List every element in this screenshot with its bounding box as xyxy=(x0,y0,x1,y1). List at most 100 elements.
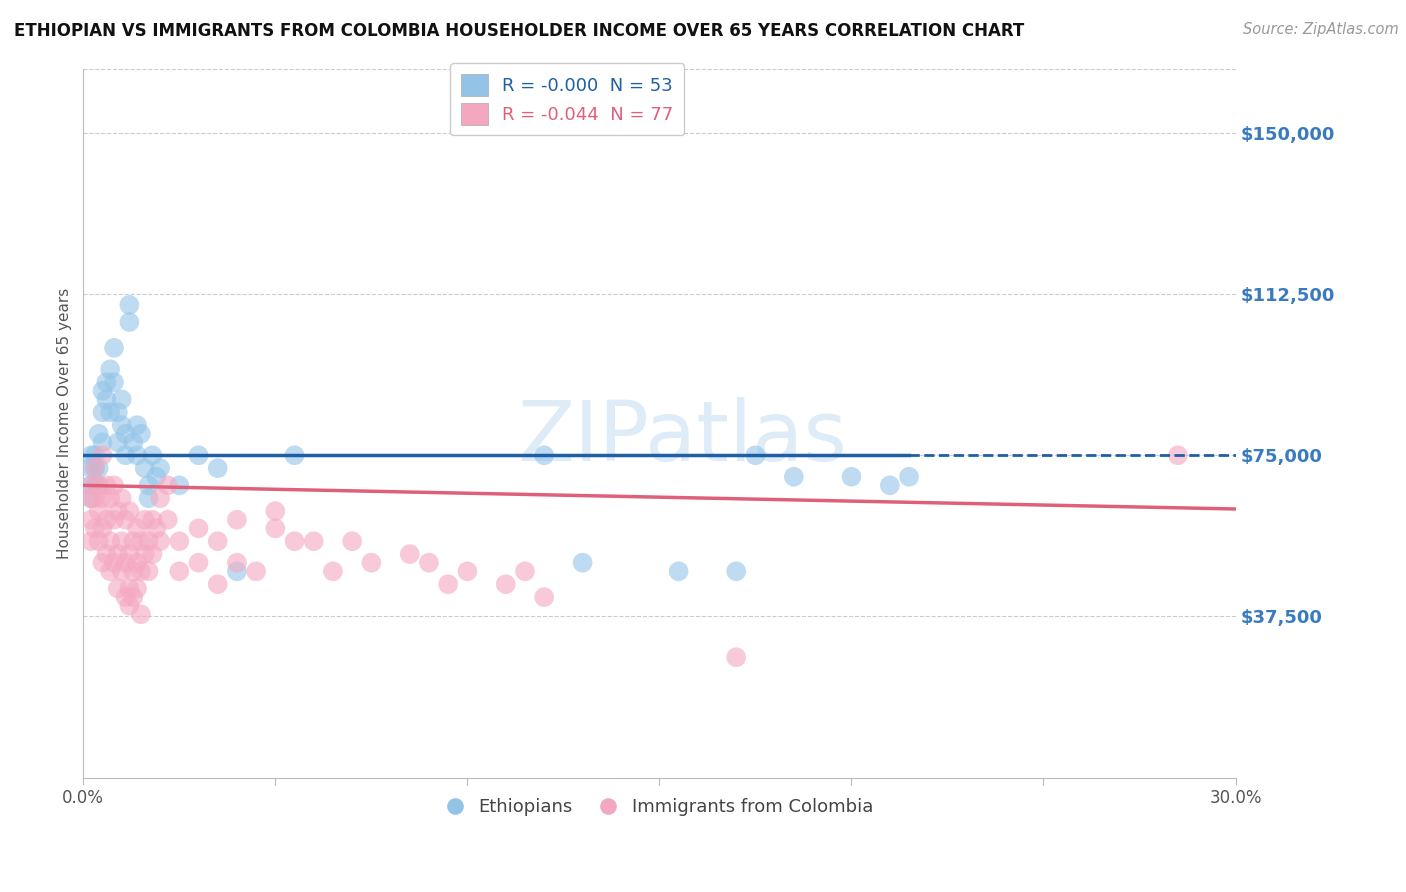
Point xyxy=(103,513,125,527)
Point xyxy=(283,534,305,549)
Point xyxy=(134,513,156,527)
Point xyxy=(125,418,148,433)
Point xyxy=(80,478,103,492)
Point xyxy=(125,582,148,596)
Point xyxy=(91,435,114,450)
Point xyxy=(111,564,134,578)
Point xyxy=(80,478,103,492)
Legend: Ethiopians, Immigrants from Colombia: Ethiopians, Immigrants from Colombia xyxy=(436,789,883,825)
Point xyxy=(129,534,152,549)
Point xyxy=(141,448,163,462)
Point xyxy=(149,534,172,549)
Point xyxy=(169,478,191,492)
Point xyxy=(83,448,105,462)
Point xyxy=(129,564,152,578)
Point xyxy=(87,478,110,492)
Point xyxy=(107,582,129,596)
Point xyxy=(91,384,114,398)
Point xyxy=(187,521,209,535)
Point xyxy=(141,547,163,561)
Point xyxy=(283,448,305,462)
Point xyxy=(533,590,555,604)
Point xyxy=(495,577,517,591)
Point xyxy=(187,448,209,462)
Point xyxy=(145,469,167,483)
Point xyxy=(138,564,160,578)
Point xyxy=(1167,448,1189,462)
Point xyxy=(149,491,172,506)
Point xyxy=(134,547,156,561)
Point xyxy=(114,513,136,527)
Point xyxy=(138,478,160,492)
Point xyxy=(103,375,125,389)
Point xyxy=(129,426,152,441)
Point xyxy=(207,461,229,475)
Point xyxy=(87,534,110,549)
Point xyxy=(125,521,148,535)
Point xyxy=(118,599,141,613)
Point xyxy=(118,547,141,561)
Point xyxy=(841,469,863,483)
Point xyxy=(107,435,129,450)
Point xyxy=(114,590,136,604)
Point xyxy=(122,564,145,578)
Point xyxy=(96,392,118,407)
Point xyxy=(226,513,249,527)
Point xyxy=(340,534,363,549)
Point xyxy=(156,513,179,527)
Point xyxy=(111,534,134,549)
Point xyxy=(122,534,145,549)
Point xyxy=(98,564,121,578)
Point xyxy=(111,418,134,433)
Point xyxy=(725,650,748,665)
Point xyxy=(83,521,105,535)
Point xyxy=(80,461,103,475)
Point xyxy=(898,469,921,483)
Point xyxy=(156,478,179,492)
Point xyxy=(783,469,806,483)
Point xyxy=(83,478,105,492)
Point xyxy=(668,564,690,578)
Point xyxy=(96,478,118,492)
Point xyxy=(83,461,105,475)
Point xyxy=(125,448,148,462)
Text: Source: ZipAtlas.com: Source: ZipAtlas.com xyxy=(1243,22,1399,37)
Point xyxy=(226,556,249,570)
Point xyxy=(138,491,160,506)
Point xyxy=(87,461,110,475)
Text: ZIPatlas: ZIPatlas xyxy=(517,397,848,478)
Point xyxy=(87,478,110,492)
Point xyxy=(98,362,121,376)
Point xyxy=(80,491,103,506)
Point xyxy=(879,478,901,492)
Point xyxy=(111,392,134,407)
Point xyxy=(111,491,134,506)
Point xyxy=(103,341,125,355)
Point xyxy=(226,564,249,578)
Point xyxy=(87,426,110,441)
Point xyxy=(103,478,125,492)
Point xyxy=(264,504,287,518)
Point xyxy=(134,461,156,475)
Point xyxy=(245,564,267,578)
Point xyxy=(360,556,382,570)
Point xyxy=(91,556,114,570)
Point xyxy=(302,534,325,549)
Point xyxy=(114,556,136,570)
Point xyxy=(98,491,121,506)
Point xyxy=(98,405,121,419)
Point xyxy=(418,556,440,570)
Text: ETHIOPIAN VS IMMIGRANTS FROM COLOMBIA HOUSEHOLDER INCOME OVER 65 YEARS CORRELATI: ETHIOPIAN VS IMMIGRANTS FROM COLOMBIA HO… xyxy=(14,22,1025,40)
Point xyxy=(91,491,114,506)
Point xyxy=(571,556,593,570)
Point xyxy=(125,556,148,570)
Point xyxy=(96,513,118,527)
Point xyxy=(91,448,114,462)
Point xyxy=(207,577,229,591)
Point xyxy=(169,534,191,549)
Point xyxy=(107,547,129,561)
Point xyxy=(107,405,129,419)
Point xyxy=(96,375,118,389)
Y-axis label: Householder Income Over 65 years: Householder Income Over 65 years xyxy=(58,287,72,558)
Point xyxy=(149,461,172,475)
